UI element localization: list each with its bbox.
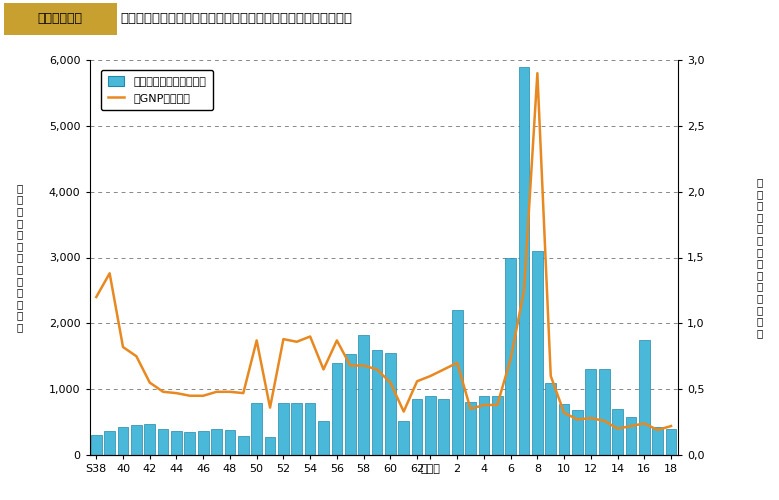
Bar (372, 350, 382, 455)
Bar (652, 426, 663, 455)
Bar (626, 417, 636, 455)
Bar (252, 403, 262, 455)
Bar (171, 430, 182, 455)
Bar (91, 435, 101, 455)
Bar (198, 432, 209, 455)
Bar (599, 370, 609, 455)
Bar (278, 403, 289, 455)
Bar (305, 403, 315, 455)
Bar (158, 428, 168, 455)
Bar (345, 354, 355, 455)
Text: 施設関係等被害額及び同被害額の国民総生産に対する比率の推移: 施設関係等被害額及び同被害額の国民総生産に対する比率の推移 (121, 12, 353, 25)
Bar (425, 396, 435, 455)
Bar (398, 422, 409, 455)
Bar (452, 310, 463, 455)
Legend: 施設等被害額（十億円）, 対GNP比（％）: 施設等被害額（十億円）, 対GNP比（％） (101, 70, 213, 110)
Bar (532, 251, 543, 455)
Bar (492, 396, 502, 455)
Bar (639, 340, 650, 455)
Bar (211, 428, 222, 455)
Bar (612, 409, 623, 455)
Bar (224, 430, 235, 455)
Bar (572, 410, 583, 455)
Bar (144, 424, 155, 455)
Text: 施
設
関
係
等
被
害
額
（
十
億
円
）: 施 設 関 係 等 被 害 額 （ 十 億 円 ） (16, 183, 23, 332)
Bar (506, 258, 516, 455)
Bar (332, 364, 342, 455)
Bar (131, 426, 142, 455)
FancyBboxPatch shape (4, 3, 117, 34)
Bar (358, 335, 369, 455)
Bar (559, 404, 569, 455)
Bar (478, 396, 489, 455)
Bar (238, 436, 249, 455)
Bar (465, 402, 476, 455)
Bar (291, 403, 302, 455)
Bar (104, 432, 115, 455)
Bar (545, 382, 556, 455)
Bar (265, 436, 276, 455)
Bar (385, 353, 396, 455)
Bar (185, 432, 196, 455)
Bar (439, 398, 449, 455)
Bar (666, 428, 676, 455)
Bar (586, 370, 596, 455)
Text: 図１－２－３: 図１－２－３ (38, 12, 83, 25)
Bar (118, 426, 129, 455)
Bar (318, 422, 329, 455)
Bar (412, 398, 422, 455)
Bar (519, 66, 530, 455)
Text: 国
民
総
生
産
に
対
す
る
比
率
（
％
）: 国 民 総 生 産 に 対 す る 比 率 （ ％ ） (756, 177, 763, 338)
